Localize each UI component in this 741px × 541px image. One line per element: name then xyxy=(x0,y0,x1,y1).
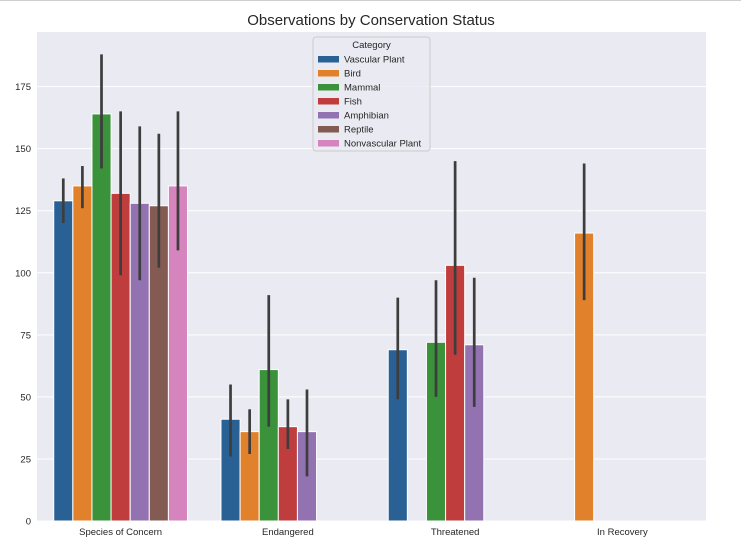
legend-label: Bird xyxy=(344,69,361,80)
legend-label: Nonvascular Plant xyxy=(344,139,421,150)
bar xyxy=(53,200,74,522)
x-tick-label: Threatened xyxy=(431,527,480,538)
y-tick-label: 25 xyxy=(20,454,31,465)
legend-box xyxy=(312,36,431,152)
legend-swatch xyxy=(318,98,339,105)
y-tick-labels: 0 25 50 75 100 125 150 175 xyxy=(15,82,31,527)
y-tick-label: 50 xyxy=(20,392,31,403)
y-tick-label: 175 xyxy=(15,82,31,93)
legend-label: Amphibian xyxy=(344,111,389,122)
window-top-rule xyxy=(0,0,741,1)
y-tick-label: 100 xyxy=(15,268,31,279)
y-tick-label: 0 xyxy=(26,517,31,528)
x-tick-labels: Species of Concern Endangered Threatened In… xyxy=(79,527,648,538)
error-bars xyxy=(61,54,586,477)
legend-swatch xyxy=(318,84,339,91)
legend-label: Mammal xyxy=(344,83,380,94)
legend-swatch xyxy=(318,70,339,77)
legend-label: Reptile xyxy=(344,125,374,136)
legend-swatch xyxy=(318,126,339,133)
x-tick-label: Endangered xyxy=(262,527,314,538)
legend-swatch xyxy=(318,56,339,63)
x-tick-label: In Recovery xyxy=(597,527,648,538)
bar xyxy=(72,185,93,522)
bar xyxy=(91,113,112,522)
legend-label: Fish xyxy=(344,97,362,108)
y-tick-label: 125 xyxy=(15,206,31,217)
x-tick-label: Species of Concern xyxy=(79,527,162,538)
chart-title: Observations by Conservation Status xyxy=(247,12,495,29)
y-tick-label: 75 xyxy=(20,330,31,341)
legend: Category Vascular Plant Bird Mammal Fish Amph… xyxy=(312,36,431,152)
legend-swatch xyxy=(318,140,339,147)
legend-swatch xyxy=(318,112,339,119)
legend-title: Category xyxy=(352,40,391,51)
y-tick-label: 150 xyxy=(15,144,31,155)
legend-label: Vascular Plant xyxy=(344,55,405,66)
